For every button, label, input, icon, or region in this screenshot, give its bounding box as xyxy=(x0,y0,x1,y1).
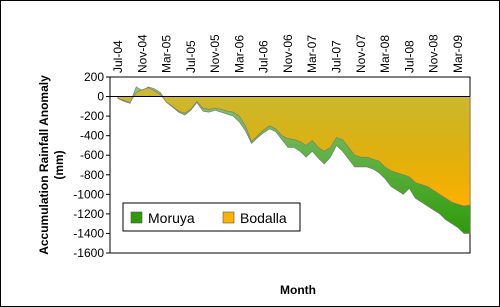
x-tick-label: Nov-05 xyxy=(208,34,222,73)
y-tick-label: -1600 xyxy=(73,246,104,260)
y-tick-label: -200 xyxy=(80,109,104,123)
x-tick-label: Nov-07 xyxy=(354,34,368,73)
x-tick-label: Nov-08 xyxy=(427,34,441,73)
x-tick-label: Jul-04 xyxy=(111,40,125,73)
y-tick-label: 200 xyxy=(84,70,104,84)
x-tick-label: Mar-09 xyxy=(451,35,465,73)
x-tick-label: Jul-05 xyxy=(184,40,198,73)
area xyxy=(117,87,471,207)
x-tick-label: Nov-06 xyxy=(281,34,295,73)
legend-swatch xyxy=(130,211,143,224)
x-tick-label: Mar-05 xyxy=(160,35,174,73)
legend-label: Bodalla xyxy=(240,210,287,226)
legend-box xyxy=(122,202,301,232)
legend-swatch xyxy=(222,211,235,224)
y-tick-label: -400 xyxy=(80,129,104,143)
y-tick-label: -1400 xyxy=(73,226,104,240)
x-tick-label: Mar-08 xyxy=(378,35,392,73)
y-tick-label: -1200 xyxy=(73,207,104,221)
x-tick-label: Mar-07 xyxy=(305,35,319,73)
y-axis-title: (mm) xyxy=(52,150,66,179)
legend-label: Moruya xyxy=(148,210,195,226)
x-tick-label: Jul-07 xyxy=(329,40,343,73)
y-tick-label: -1000 xyxy=(73,187,104,201)
y-tick-label: 0 xyxy=(97,90,104,104)
x-tick-label: Mar-06 xyxy=(232,35,246,73)
x-axis-title: Month xyxy=(280,283,316,297)
x-tick-label: Jul-06 xyxy=(257,40,271,73)
x-tick-label: Jul-08 xyxy=(402,40,416,73)
y-tick-label: -800 xyxy=(80,168,104,182)
x-tick-label: Nov-04 xyxy=(135,34,149,73)
y-tick-label: -600 xyxy=(80,148,104,162)
y-axis-title: Accumulation Rainfall Anomaly xyxy=(37,75,51,255)
